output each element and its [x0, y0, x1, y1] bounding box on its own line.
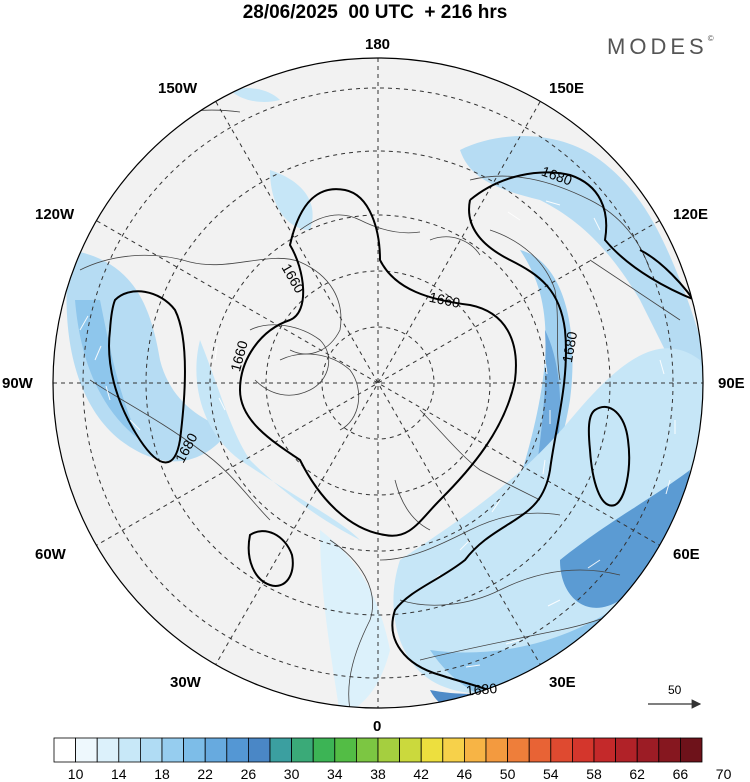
colorbar-swatch [226, 737, 249, 763]
colorbar-tick-label: 42 [413, 766, 429, 782]
colorbar-swatch [183, 737, 206, 763]
colorbar-tick-label: 34 [327, 766, 343, 782]
colorbar-swatch [204, 737, 228, 763]
colorbar-tick-label: 26 [240, 766, 257, 782]
lon-label-150e: 150E [549, 80, 585, 97]
colorbar-swatch [377, 737, 401, 763]
colorbar-swatch [420, 737, 444, 763]
colorbar-swatch [658, 737, 681, 763]
colorbar-swatch [680, 737, 703, 763]
colorbar-swatch [139, 737, 163, 763]
colorbar-tick-label: 62 [629, 766, 645, 782]
colorbar-tick-label: 22 [197, 766, 213, 782]
colorbar-swatch [399, 737, 422, 763]
contour-label: 1680 [465, 680, 498, 699]
contour-label: 1660 [227, 339, 251, 373]
colorbar-tick-label: 50 [499, 766, 516, 782]
colorbar-tick-label: 54 [543, 766, 559, 782]
modes-logo: MODES© [607, 34, 714, 60]
colorbar-tick-label: 18 [154, 766, 170, 782]
colorbar-tick-label: 38 [370, 766, 386, 782]
colorbar-swatch [96, 737, 120, 763]
lon-label-60w: 60W [35, 546, 66, 563]
colorbar-tick-label: 46 [456, 766, 473, 782]
lon-label-120e: 120E [673, 206, 709, 223]
colorbar-swatch [550, 737, 573, 763]
lon-label-120w: 120W [35, 206, 75, 223]
colorbar-swatch [463, 737, 487, 763]
colorbar-tick-label: 10 [67, 766, 84, 782]
colorbar-tick-label: 66 [672, 766, 689, 782]
colorbar-tick-label: 70 [715, 766, 732, 782]
copyright-mark: © [707, 34, 714, 43]
colorbar-swatch [442, 737, 465, 763]
colorbar-tick-label: 30 [283, 766, 300, 782]
colorbar-swatch [507, 737, 530, 763]
colorbar-tick-label: 14 [111, 766, 127, 782]
colorbar-swatch [593, 737, 617, 763]
colorbar-swatch [291, 737, 314, 763]
colorbar-swatch [161, 737, 185, 763]
brand-text: MODES [607, 34, 708, 59]
colorbar-swatch [75, 737, 98, 763]
map-title: 28/06/2025 00 UTC + 216 hrs [242, 2, 508, 23]
colorbar-swatch [312, 737, 336, 763]
colorbar-swatch [485, 737, 509, 763]
colorbar-tick-label: 58 [586, 766, 602, 782]
colorbar-swatch [118, 737, 141, 763]
contour-label: 1680 [559, 330, 580, 364]
lon-label-90w: 90W [2, 375, 33, 392]
colorbar-swatch [53, 737, 77, 763]
lon-label-60e: 60E [673, 546, 700, 563]
map-field [53, 58, 703, 708]
lon-label-30e: 30E [549, 674, 576, 691]
colorbar-swatch [247, 737, 271, 763]
height-contours [108, 171, 701, 706]
graticule [53, 58, 703, 708]
contour-label-group: 1680 1660 1660 1660 1680 1680 1680 [172, 163, 580, 699]
colorbar-swatch [615, 737, 638, 763]
contour-label: 1660 [428, 289, 462, 311]
colorbar-swatch [572, 737, 595, 763]
map-border [52, 57, 704, 709]
colorbar [53, 737, 703, 763]
colorbar-swatch [355, 737, 379, 763]
colorbar-swatch [334, 737, 357, 763]
colorbar-swatch [528, 737, 552, 763]
lon-label-30w: 30W [170, 674, 201, 691]
lon-label-90e: 90E [718, 375, 745, 392]
lon-label-180: 180 [365, 36, 391, 53]
colorbar-swatch [269, 737, 293, 763]
lon-label-0: 0 [373, 718, 382, 735]
lon-label-150w: 150W [158, 80, 198, 97]
colorbar-swatch [636, 737, 660, 763]
reference-vector-label: 50 [668, 683, 682, 697]
